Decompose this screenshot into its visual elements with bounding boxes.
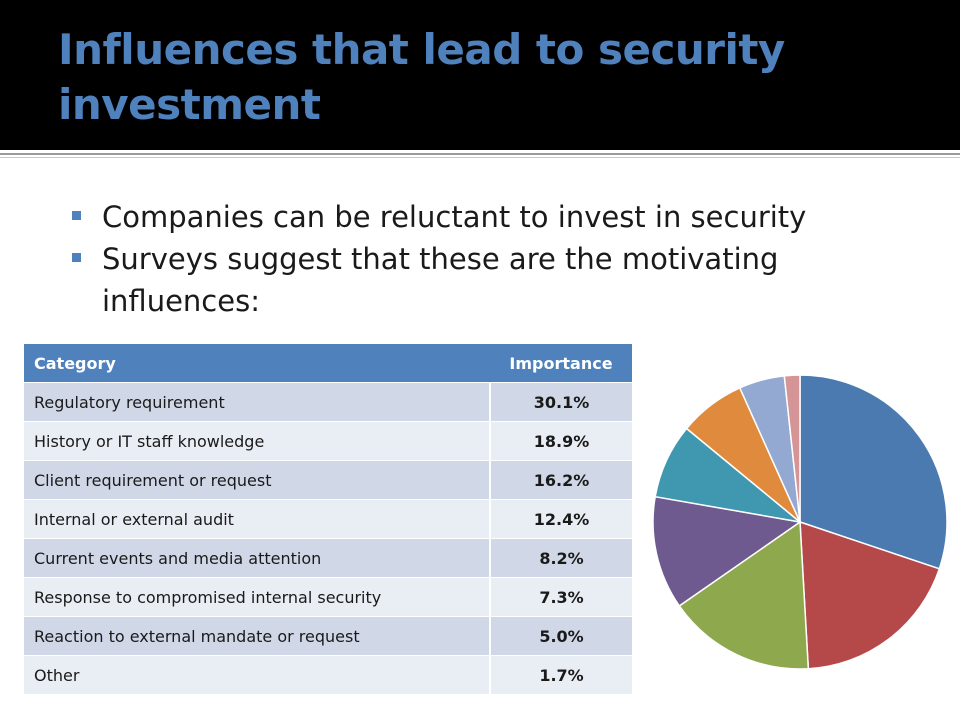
table-row: History or IT staff knowledge 18.9%: [24, 421, 632, 461]
square-bullet-icon: [72, 211, 81, 220]
importance-cell: 16.2%: [489, 460, 632, 500]
category-cell: Other: [24, 655, 490, 694]
bullet-item: Companies can be reluctant to invest in …: [68, 196, 928, 238]
table-row: Response to compromised internal securit…: [24, 577, 632, 617]
table-row: Client requirement or request 16.2%: [24, 460, 632, 500]
table-row: Internal or external audit 12.4%: [24, 499, 632, 539]
category-cell: History or IT staff knowledge: [24, 421, 490, 461]
bullet-text: Surveys suggest that these are the motiv…: [102, 242, 779, 318]
category-cell: Reaction to external mandate or request: [24, 616, 490, 656]
importance-cell: 7.3%: [489, 577, 632, 617]
header-category: Category: [24, 344, 490, 383]
category-cell: Current events and media attention: [24, 538, 490, 578]
bullet-text: Companies can be reluctant to invest in …: [102, 200, 807, 234]
title-bar: Influences that lead to security investm…: [0, 0, 960, 150]
table-row: Current events and media attention 8.2%: [24, 538, 632, 578]
title-divider-thin: [0, 157, 960, 158]
bullet-item: Surveys suggest that these are the motiv…: [68, 238, 928, 322]
category-cell: Client requirement or request: [24, 460, 490, 500]
pie-slice-1: [799, 374, 948, 570]
header-importance: Importance: [490, 344, 632, 383]
category-cell: Internal or external audit: [24, 499, 490, 539]
table-header-row: Category Importance: [24, 344, 632, 383]
importance-cell: 12.4%: [489, 499, 632, 539]
table-row: Reaction to external mandate or request …: [24, 616, 632, 656]
pie-slice-4: [652, 495, 802, 607]
importance-cell: 5.0%: [489, 616, 632, 656]
pie-chart: [652, 374, 948, 670]
importance-cell: 18.9%: [489, 421, 632, 461]
category-cell: Response to compromised internal securit…: [24, 577, 490, 617]
importance-cell: 30.1%: [489, 382, 632, 422]
title-divider: [0, 153, 960, 155]
importance-table: Category Importance Regulatory requireme…: [24, 344, 632, 694]
importance-cell: 1.7%: [489, 655, 632, 694]
table-row: Other 1.7%: [24, 655, 632, 694]
category-cell: Regulatory requirement: [24, 382, 490, 422]
pie-slice-3: [678, 520, 810, 670]
table-row: Regulatory requirement 30.1%: [24, 382, 632, 422]
importance-cell: 8.2%: [489, 538, 632, 578]
square-bullet-icon: [72, 253, 81, 262]
pie-slice-8: [783, 374, 801, 523]
bullet-list: Companies can be reluctant to invest in …: [68, 196, 928, 322]
slide-title: Influences that lead to security investm…: [58, 25, 785, 129]
pie-slice-2: [799, 520, 941, 670]
pie-chart-container: [650, 372, 950, 672]
